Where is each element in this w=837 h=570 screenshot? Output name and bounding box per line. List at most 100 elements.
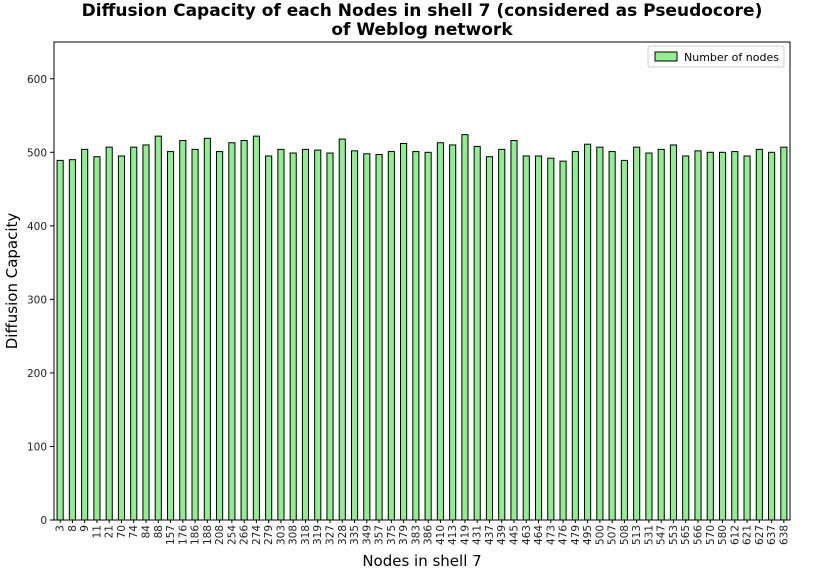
bar-266 [240,140,248,521]
legend-label: Number of nodes [684,51,779,64]
bar-612 [731,151,739,521]
chart-title: Diffusion Capacity of each Nodes in shel… [54,2,790,40]
x-tick-label: 413 [447,525,459,545]
bar-303 [277,148,285,521]
x-tick-label: 349 [361,525,373,545]
x-tick-label: 513 [631,525,643,545]
bar-507 [608,151,616,521]
x-tick-label: 254 [226,525,238,545]
x-tick-label: 419 [459,525,471,545]
legend-swatch [654,51,678,62]
x-tick-label: 410 [435,525,447,545]
bar-419 [461,134,469,521]
y-tick-label: 400 [27,221,47,233]
x-tick-label: 11 [91,525,103,538]
bar-621 [743,155,751,521]
bar-254 [228,142,236,521]
x-tick-label: 437 [484,525,496,545]
x-tick-label: 445 [509,525,521,545]
x-tick-label: 386 [423,525,435,545]
x-tick-label: 637 [766,525,778,545]
x-tick-label: 621 [742,525,754,545]
x-tick-label: 500 [594,525,606,545]
bar-495 [584,143,592,521]
bar-638 [780,146,788,521]
x-axis-ticks: 3 8 9 11 21 70 74 84 88 157 176 186 188 208 254 266 274 2… [55,520,790,545]
x-axis-title: Nodes in shell 7 [362,552,481,570]
bar-437 [485,156,494,521]
bar-21 [105,146,113,521]
x-tick-label: 70 [116,525,128,538]
bar-566 [694,150,702,521]
x-tick-label: 375 [386,525,398,545]
chart-title-line-2: of Weblog network [331,20,513,40]
x-tick-label: 565 [680,525,692,545]
x-tick-label: 8 [67,525,79,532]
bar-274 [252,135,260,521]
x-tick-label: 303 [275,525,287,545]
bar-439 [498,148,506,521]
bar-508 [620,159,628,521]
x-tick-label: 74 [128,525,140,539]
x-tick-label: 473 [545,525,557,545]
bar-627 [755,148,763,521]
bar-84 [142,144,150,521]
x-tick-label: 186 [190,525,202,545]
bar-386 [424,151,432,521]
y-tick-label: 500 [27,147,47,159]
bar-188 [203,137,211,521]
bar-308 [289,152,297,521]
x-tick-label: 88 [153,525,165,538]
x-tick-label: 266 [239,525,251,545]
x-tick-label: 463 [521,525,533,545]
bar-476 [559,160,567,521]
x-tick-label: 188 [202,525,214,545]
bar-473 [547,157,555,521]
x-tick-label: 21 [104,525,116,538]
bar-327 [326,152,334,521]
y-tick-label: 0 [40,515,47,527]
y-tick-label: 600 [27,74,47,86]
bar-383 [412,151,420,521]
bar-500 [596,146,604,521]
y-tick-label: 200 [27,368,47,380]
plot-frame [53,41,791,521]
x-tick-label: 507 [607,525,619,545]
x-tick-label: 319 [312,525,324,545]
bar-413 [449,144,457,521]
x-tick-label: 208 [214,525,226,545]
bar-176 [179,140,187,521]
bar-531 [645,152,653,521]
x-tick-label: 638 [778,525,790,545]
bar-74 [130,146,138,521]
bar-208 [216,151,224,521]
x-tick-label: 570 [705,525,717,545]
y-axis-title: Diffusion Capacity [3,213,21,350]
x-tick-label: 328 [337,525,349,545]
y-tick-label: 300 [27,294,47,306]
x-tick-label: 627 [754,525,766,545]
x-tick-label: 274 [251,525,263,545]
x-tick-label: 479 [570,525,582,545]
bar-513 [633,146,641,521]
bar-565 [682,155,690,521]
x-tick-label: 439 [496,525,508,545]
x-tick-label: 431 [472,525,484,545]
x-tick-label: 9 [79,525,91,532]
bar-186 [191,148,199,521]
bar-410 [436,142,444,521]
x-tick-label: 464 [533,525,545,545]
x-tick-label: 357 [374,525,386,545]
x-tick-label: 318 [300,525,312,545]
x-tick-label: 612 [729,525,741,545]
x-tick-label: 531 [643,525,655,545]
legend: Number of nodes [647,45,785,68]
bar-463 [522,155,530,521]
bars-layer [56,134,788,521]
bar-464 [534,155,543,521]
bar-70 [117,155,126,521]
x-tick-label: 383 [410,525,422,545]
bar-357 [375,154,383,521]
bar-637 [768,151,776,521]
x-tick-label: 547 [656,525,668,545]
